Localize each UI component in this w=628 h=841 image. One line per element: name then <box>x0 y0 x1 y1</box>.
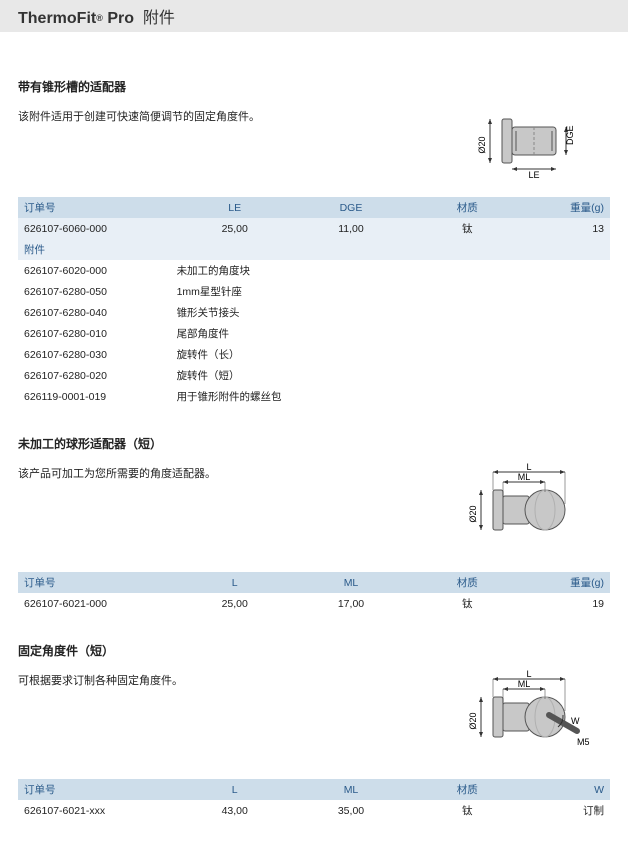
cell: 13 <box>525 218 610 239</box>
svg-text:W: W <box>571 716 580 726</box>
cell: 626107-6280-010 <box>18 323 177 344</box>
svg-text:ML: ML <box>518 472 531 482</box>
svg-text:L: L <box>526 669 531 679</box>
section-diagram: Ø20 L ML <box>440 464 610 552</box>
section-0: 带有锥形槽的适配器该附件适用于创建可快速简便调节的固定角度件。 Ø20 DGE … <box>18 78 610 407</box>
spec-table: 订单号LEDGE材质重量(g)626107-6060-00025,0011,00… <box>18 197 610 407</box>
page-header: ThermoFit® Pro 附件 <box>0 0 628 32</box>
subhead-row: 附件 <box>18 239 610 260</box>
table-row: 626107-6021-00025,0017,00钛19 <box>18 593 610 614</box>
col-a: L <box>177 779 293 800</box>
diagram-sphere: M5 W Ø20 L ML <box>445 671 605 759</box>
cell: 626107-6020-000 <box>18 260 177 281</box>
svg-text:LE: LE <box>528 170 539 180</box>
col-order: 订单号 <box>18 197 177 218</box>
section-title: 带有锥形槽的适配器 <box>18 78 610 95</box>
col-order: 订单号 <box>18 572 177 593</box>
table-row: 626107-6280-030旋转件（长） <box>18 344 610 365</box>
cell: 626107-6280-030 <box>18 344 177 365</box>
diagram-sphere: Ø20 L ML <box>445 464 605 552</box>
section-diagram: M5 W Ø20 L ML <box>440 671 610 759</box>
cell: 626107-6280-040 <box>18 302 177 323</box>
section-desc: 可根据要求订制各种固定角度件。 <box>18 671 420 690</box>
cell: 钛 <box>409 593 525 614</box>
brand: ThermoFit <box>18 10 96 27</box>
cell: 626119-0001-019 <box>18 386 177 407</box>
section-diagram: Ø20 DGE LE <box>440 107 610 177</box>
col-a: LE <box>177 197 293 218</box>
svg-text:DGE: DGE <box>565 125 575 145</box>
page-title: ThermoFit® Pro 附件 <box>18 4 175 28</box>
cell: 尾部角度件 <box>177 323 610 344</box>
col-order: 订单号 <box>18 779 177 800</box>
table-row: 626107-6280-010尾部角度件 <box>18 323 610 344</box>
spec-table: 订单号LML材质重量(g)626107-6021-00025,0017,00钛1… <box>18 572 610 614</box>
suffix: 附件 <box>143 10 175 27</box>
table-row: 626107-6060-00025,0011,00钛13 <box>18 218 610 239</box>
cell: 17,00 <box>293 593 409 614</box>
spec-table: 订单号LML材质W626107-6021-xxx43,0035,00钛订制 <box>18 779 610 821</box>
cell: 626107-6060-000 <box>18 218 177 239</box>
cell: 钛 <box>409 800 525 821</box>
col-b: DGE <box>293 197 409 218</box>
cell: 旋转件（短） <box>177 365 610 386</box>
table-row: 626107-6280-040锥形关节接头 <box>18 302 610 323</box>
col-c: 材质 <box>409 197 525 218</box>
model: Pro <box>107 10 134 27</box>
svg-text:Ø20: Ø20 <box>468 712 478 729</box>
cell: 43,00 <box>177 800 293 821</box>
section-1: 未加工的球形适配器（短）该产品可加工为您所需要的角度适配器。 Ø20 L ML … <box>18 435 610 614</box>
table-row: 626107-6280-0501mm星型针座 <box>18 281 610 302</box>
diagram-cone: Ø20 DGE LE <box>450 107 600 177</box>
col-b: ML <box>293 779 409 800</box>
svg-text:Ø20: Ø20 <box>468 505 478 522</box>
cell: 1mm星型针座 <box>177 281 610 302</box>
table-row: 626107-6021-xxx43,0035,00钛订制 <box>18 800 610 821</box>
cell: 626107-6280-020 <box>18 365 177 386</box>
col-b: ML <box>293 572 409 593</box>
svg-text:Ø20: Ø20 <box>477 136 487 153</box>
col-d: 重量(g) <box>525 572 610 593</box>
cell: 626107-6021-xxx <box>18 800 177 821</box>
svg-text:ML: ML <box>518 679 531 689</box>
section-title: 未加工的球形适配器（短） <box>18 435 610 452</box>
section-2: 固定角度件（短） 可根据要求订制各种固定角度件。 M5 W Ø20 L ML 订单… <box>18 642 610 821</box>
cell: 19 <box>525 593 610 614</box>
section-title: 固定角度件（短） <box>18 642 610 659</box>
cell: 626107-6280-050 <box>18 281 177 302</box>
section-desc: 该产品可加工为您所需要的角度适配器。 <box>18 464 420 483</box>
col-c: 材质 <box>409 779 525 800</box>
cell: 626107-6021-000 <box>18 593 177 614</box>
cell: 25,00 <box>177 593 293 614</box>
table-row: 626107-6280-020旋转件（短） <box>18 365 610 386</box>
col-d: W <box>525 779 610 800</box>
table-row: 626119-0001-019用于锥形附件的螺丝包 <box>18 386 610 407</box>
svg-text:M5: M5 <box>577 737 590 747</box>
col-c: 材质 <box>409 572 525 593</box>
cell: 旋转件（长） <box>177 344 610 365</box>
cell: 订制 <box>525 800 610 821</box>
cell: 35,00 <box>293 800 409 821</box>
svg-text:L: L <box>526 462 531 472</box>
section-desc: 该附件适用于创建可快速简便调节的固定角度件。 <box>18 107 420 126</box>
table-row: 626107-6020-000未加工的角度块 <box>18 260 610 281</box>
cell: 锥形关节接头 <box>177 302 610 323</box>
col-a: L <box>177 572 293 593</box>
col-d: 重量(g) <box>525 197 610 218</box>
cell: 25,00 <box>177 218 293 239</box>
cell: 11,00 <box>293 218 409 239</box>
cell: 用于锥形附件的螺丝包 <box>177 386 610 407</box>
reg-mark: ® <box>96 13 103 23</box>
content: 带有锥形槽的适配器该附件适用于创建可快速简便调节的固定角度件。 Ø20 DGE … <box>0 32 628 841</box>
cell: 钛 <box>409 218 525 239</box>
cell: 未加工的角度块 <box>177 260 610 281</box>
